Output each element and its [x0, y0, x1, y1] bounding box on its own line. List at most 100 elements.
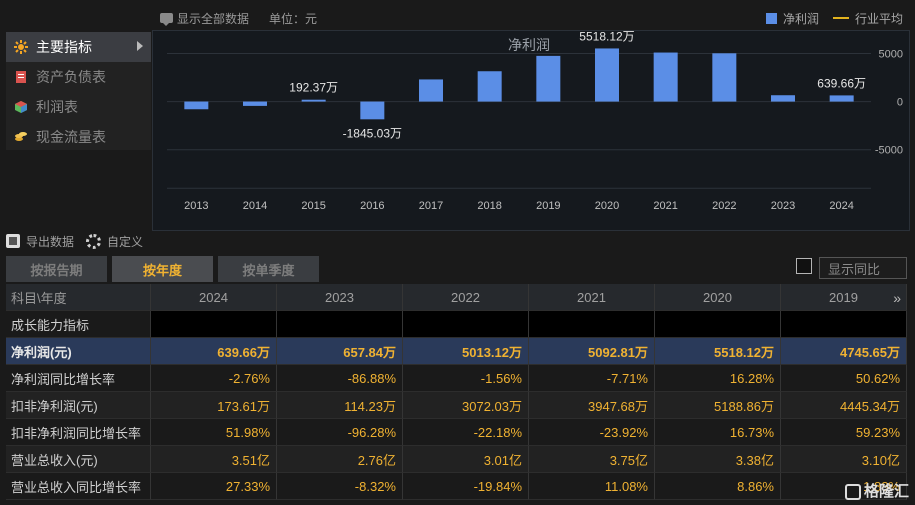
- table-cell: 4445.34万: [781, 392, 907, 419]
- menu-item-key-indicators[interactable]: 主要指标: [6, 32, 151, 62]
- legend-line-swatch: [832, 17, 849, 19]
- y-tick-label: 0: [897, 97, 903, 109]
- show-yoy-button[interactable]: 显示同比: [819, 257, 907, 279]
- table-cell: -7.71%: [529, 365, 655, 392]
- table-cell: 3.10亿: [781, 446, 907, 473]
- table-cell: 5092.81万: [529, 338, 655, 365]
- balance-sheet-icon: [14, 70, 28, 84]
- table-row: 营业总收入(元) 3.51亿 2.76亿 3.01亿 3.75亿 3.38亿 3.10亿: [6, 446, 909, 473]
- table-cell: 657.84万: [277, 338, 403, 365]
- header-cell: 2024: [151, 284, 277, 311]
- table-cell: -96.28%: [277, 419, 403, 446]
- tab-by-year[interactable]: 按年度: [112, 256, 213, 282]
- period-tabs: 按报告期 按年度 按单季度: [6, 256, 319, 282]
- unit-label: 单位：元: [269, 11, 318, 26]
- watermark-text: 格隆汇: [863, 483, 909, 500]
- table-cell: -2.76%: [151, 365, 277, 392]
- financial-table: 科目\年度 2024 2023 2022 2021 2020 2019 » 成长…: [6, 284, 909, 500]
- table-cell: -23.92%: [529, 419, 655, 446]
- row-label: 净利润(元): [6, 338, 151, 365]
- header-cell: 2022: [403, 284, 529, 311]
- table-row: 扣非净利润(元) 173.61万 114.23万 3072.03万 3947.68万 51…: [6, 392, 909, 419]
- bar: [771, 95, 795, 102]
- table-cell: 59.23%: [781, 419, 907, 446]
- menu-item-income-statement[interactable]: 利润表: [6, 92, 151, 122]
- export-icon: [6, 234, 20, 248]
- table-cell: 173.61万: [151, 392, 277, 419]
- legend-avg-label: 行业平均: [854, 11, 903, 26]
- table-cell: [655, 311, 781, 338]
- table-cell: 3947.68万: [529, 392, 655, 419]
- menu-item-balance-sheet[interactable]: 资产负债表: [6, 62, 151, 92]
- net-profit-chart: 净利润 5000 0 -5000 2013 2014 2015 2016 2017 2018 201…: [152, 30, 910, 231]
- header-cell: 2020: [655, 284, 781, 311]
- top-toolbar: 显示全部数据 单位：元: [160, 8, 317, 28]
- table-cell: 50.62%: [781, 365, 907, 392]
- menu-item-label: 现金流量表: [36, 129, 106, 145]
- data-label: 192.37万: [289, 81, 338, 95]
- export-data-button[interactable]: 导出数据: [26, 234, 75, 249]
- table-cell: [529, 311, 655, 338]
- table-body: 成长能力指标 净利润(元) 639.66万 657.84万 5013.12万 5092.8…: [6, 311, 909, 500]
- chart-title: 净利润: [508, 37, 550, 53]
- chart-legend: 净利润 行业平均: [765, 8, 903, 28]
- x-tick-label: 2016: [360, 200, 384, 212]
- y-tick-label: 5000: [879, 48, 903, 60]
- table-cell: 3.75亿: [529, 446, 655, 473]
- header-cell: 2023: [277, 284, 403, 311]
- table-cell: [781, 311, 907, 338]
- table-row: 扣非净利润同比增长率 51.98% -96.28% -22.18% -23.92% 16.…: [6, 419, 909, 446]
- table-cell: 27.33%: [151, 473, 277, 500]
- bar: [184, 101, 209, 110]
- table-cell: 3072.03万: [403, 392, 529, 419]
- table-header: 科目\年度 2024 2023 2022 2021 2020 2019 »: [6, 284, 909, 311]
- table-cell: 5518.12万: [655, 338, 781, 365]
- x-tick-label: 2015: [301, 200, 325, 212]
- x-tick-label: 2022: [712, 200, 736, 212]
- x-tick-label: 2013: [184, 200, 208, 212]
- show-yoy-checkbox[interactable]: [796, 258, 812, 274]
- row-label: 成长能力指标: [6, 311, 151, 338]
- x-tick-label: 2019: [536, 200, 560, 212]
- star-icon: [14, 40, 28, 54]
- double-chevron-right-icon[interactable]: »: [893, 290, 901, 306]
- table-cell: -8.32%: [277, 473, 403, 500]
- show-all-data-toggle[interactable]: 显示全部数据: [160, 10, 249, 27]
- row-label: 净利润同比增长率: [6, 365, 151, 392]
- customize-button[interactable]: 自定义: [107, 234, 144, 249]
- profit-icon: [14, 100, 28, 114]
- table-cell: 11.08%: [529, 473, 655, 500]
- bar: [712, 53, 737, 102]
- x-tick-label: 2023: [771, 200, 795, 212]
- table-row: 净利润(元) 639.66万 657.84万 5013.12万 5092.81万 5518…: [6, 338, 909, 365]
- table-cell: [151, 311, 277, 338]
- table-cell: [403, 311, 529, 338]
- row-label: 扣非净利润同比增长率: [6, 419, 151, 446]
- header-cell: 2019: [781, 284, 907, 311]
- table-cell: [277, 311, 403, 338]
- table-cell: -22.18%: [403, 419, 529, 446]
- table-cell: 114.23万: [277, 392, 403, 419]
- menu-item-cash-flow[interactable]: 现金流量表: [6, 122, 151, 152]
- table-cell: 639.66万: [151, 338, 277, 365]
- data-label: 5518.12万: [579, 31, 634, 43]
- table-cell: -1.56%: [403, 365, 529, 392]
- table-row: 营业总收入同比增长率 27.33% -8.32% -19.84% 11.08% 8.86%…: [6, 473, 909, 500]
- table-cell: 16.28%: [655, 365, 781, 392]
- table-cell: 3.51亿: [151, 446, 277, 473]
- header-cell: 2021: [529, 284, 655, 311]
- chart-tools: 导出数据 自定义: [6, 231, 143, 251]
- tab-by-report-period[interactable]: 按报告期: [6, 256, 107, 282]
- table-cell: 3.38亿: [655, 446, 781, 473]
- table-cell: 1.88%: [781, 473, 907, 500]
- menu-item-label: 主要指标: [36, 39, 92, 55]
- table-cell: 51.98%: [151, 419, 277, 446]
- bar: [243, 101, 267, 106]
- legend-bar-swatch: [765, 12, 777, 24]
- x-tick-label: 2018: [477, 200, 501, 212]
- table-cell: -19.84%: [403, 473, 529, 500]
- data-label: 639.66万: [817, 76, 866, 90]
- watermark: 格隆汇: [844, 480, 909, 501]
- menu-item-label: 资产负债表: [36, 69, 106, 85]
- tab-by-quarter[interactable]: 按单季度: [218, 256, 319, 282]
